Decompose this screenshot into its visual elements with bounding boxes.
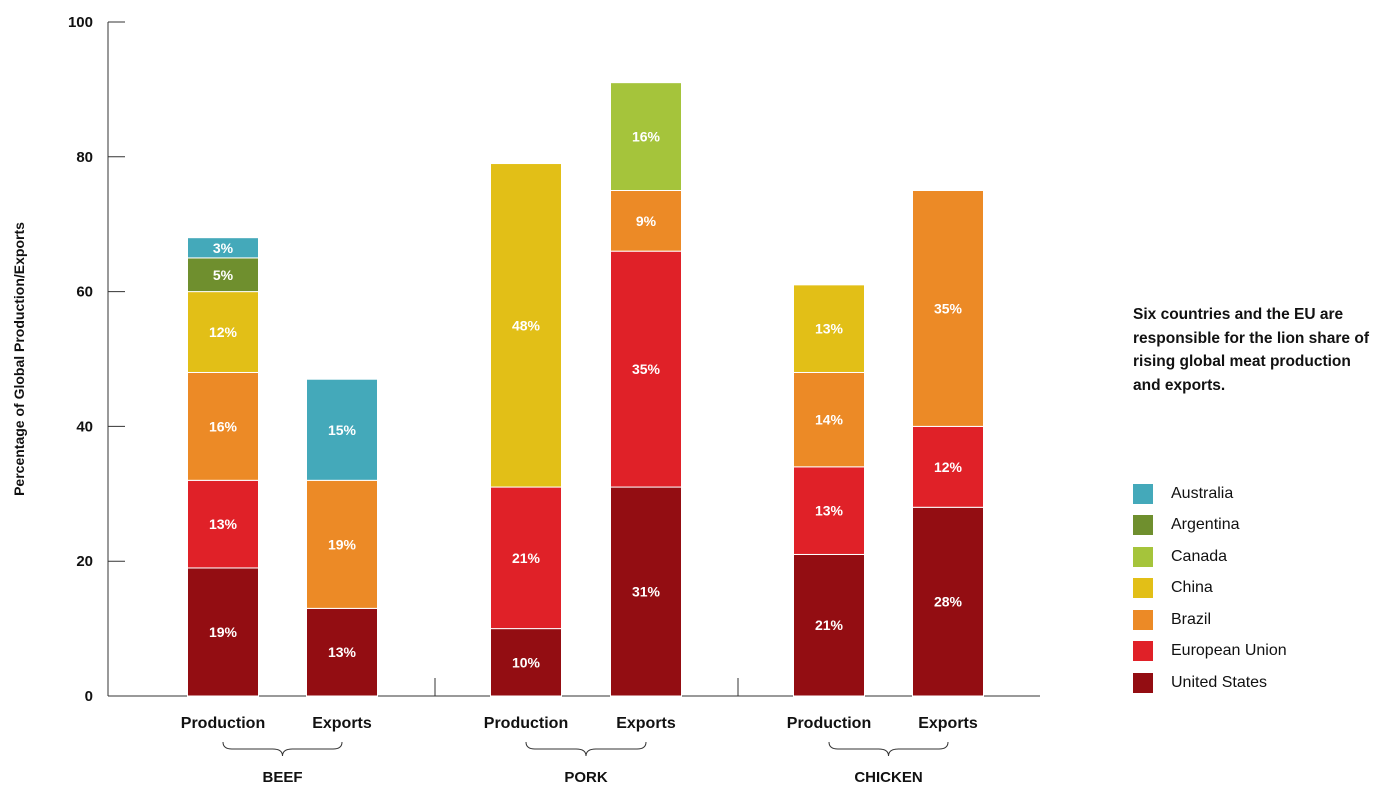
- legend-swatch-european-union: [1133, 641, 1153, 662]
- segment-label-pork-production-european-union: 21%: [512, 550, 541, 566]
- y-tick-label-80: 80: [76, 149, 93, 166]
- legend-swatch-united-states: [1133, 672, 1153, 693]
- bar-segment-chicken-exports-brazil: [912, 190, 984, 427]
- segment-label-chicken-exports-european-union: 12%: [934, 459, 963, 475]
- segment-label-pork-production-china: 48%: [512, 317, 541, 333]
- segment-label-pork-exports-united-states: 31%: [632, 584, 661, 600]
- bar-category-label-beef-exports: Exports: [312, 715, 372, 732]
- group-brace-beef: [222, 741, 343, 757]
- y-tick-label-40: 40: [76, 418, 93, 435]
- bar-segment-pork-exports-european-union: [610, 250, 682, 488]
- bar-segment-chicken-exports-united-states: [912, 506, 984, 697]
- legend-label-china: China: [1171, 579, 1213, 597]
- bar-segment-beef-production-australia: [187, 237, 259, 259]
- segment-label-beef-production-european-union: 13%: [209, 516, 238, 532]
- legend-label-argentina: Argentina: [1171, 516, 1240, 534]
- bar-category-label-chicken-production: Production: [787, 715, 871, 732]
- y-tick-label-20: 20: [76, 553, 93, 570]
- chart-note: Six countries and the EU are responsible…: [1133, 306, 1369, 394]
- legend-swatch-china: [1133, 578, 1153, 599]
- segment-label-pork-production-united-states: 10%: [512, 654, 541, 670]
- segment-label-chicken-exports-united-states: 28%: [934, 594, 963, 610]
- segment-label-beef-exports-brazil: 19%: [328, 536, 357, 552]
- bar-segment-pork-production-united-states: [490, 628, 562, 697]
- bar-segment-beef-production-european-union: [187, 479, 259, 569]
- y-tick-label-60: 60: [76, 284, 93, 301]
- bar-segment-pork-production-european-union: [490, 486, 562, 630]
- segment-label-chicken-production-china: 13%: [815, 321, 844, 337]
- segment-label-beef-production-argentina: 5%: [213, 267, 234, 283]
- bar-segment-beef-production-united-states: [187, 567, 259, 697]
- legend-swatch-brazil: [1133, 609, 1153, 630]
- segment-label-chicken-production-european-union: 13%: [815, 503, 844, 519]
- bar-segment-chicken-production-united-states: [793, 553, 865, 697]
- group-brace-pork: [525, 741, 647, 757]
- segment-label-chicken-exports-brazil: 35%: [934, 300, 963, 316]
- legend-swatch-canada: [1133, 546, 1153, 567]
- legend-item-canada: Canada: [1133, 541, 1287, 573]
- bar-category-label-chicken-exports: Exports: [918, 715, 978, 732]
- y-tick-label-100: 100: [68, 14, 93, 31]
- bar-segment-beef-production-brazil: [187, 371, 259, 481]
- segment-label-chicken-production-brazil: 14%: [815, 412, 844, 428]
- bar-segment-pork-exports-brazil: [610, 190, 682, 252]
- group-label-chicken: CHICKEN: [854, 769, 922, 786]
- segment-label-pork-exports-brazil: 9%: [636, 213, 657, 229]
- segment-label-beef-production-united-states: 19%: [209, 624, 238, 640]
- segment-label-beef-production-china: 12%: [209, 324, 238, 340]
- segment-label-beef-exports-united-states: 13%: [328, 644, 357, 660]
- bar-segment-beef-exports-brazil: [306, 479, 378, 609]
- bar-category-label-pork-production: Production: [484, 715, 568, 732]
- legend-item-united-states: United States: [1133, 667, 1287, 699]
- bar-category-label-beef-production: Production: [181, 715, 265, 732]
- segment-label-beef-production-australia: 3%: [213, 240, 234, 256]
- bar-segment-beef-exports-australia: [306, 378, 378, 481]
- legend-item-brazil: Brazil: [1133, 604, 1287, 636]
- bar-category-label-pork-exports: Exports: [616, 715, 676, 732]
- legend-label-australia: Australia: [1171, 484, 1234, 502]
- legend-item-european-union: European Union: [1133, 636, 1287, 668]
- bar-segment-beef-exports-united-states: [306, 607, 378, 697]
- bar-segment-chicken-production-china: [793, 284, 865, 373]
- group-brace-chicken: [828, 741, 949, 757]
- bar-segment-chicken-production-brazil: [793, 371, 865, 468]
- bar-segment-pork-exports-united-states: [610, 486, 682, 697]
- y-tick-label-0: 0: [85, 688, 93, 705]
- bar-segment-chicken-production-european-union: [793, 466, 865, 555]
- segment-label-beef-exports-australia: 15%: [328, 422, 357, 438]
- legend-swatch-australia: [1133, 483, 1153, 504]
- legend-label-canada: Canada: [1171, 547, 1228, 565]
- legend-item-china: China: [1133, 573, 1287, 605]
- segment-label-beef-production-brazil: 16%: [209, 418, 238, 434]
- group-label-beef: BEEF: [262, 769, 302, 786]
- legend: Australia Argentina Canada China Brazil …: [1133, 478, 1287, 699]
- legend-label-united-states: United States: [1171, 673, 1268, 691]
- legend-label-european-union: European Union: [1171, 642, 1287, 660]
- group-label-pork: PORK: [564, 769, 608, 786]
- legend-item-argentina: Argentina: [1133, 510, 1287, 542]
- segment-label-pork-exports-canada: 16%: [632, 129, 661, 145]
- y-axis-title: Percentage of Global Production/Exports: [11, 222, 27, 496]
- bar-segment-pork-production-china: [490, 163, 562, 488]
- legend-swatch-argentina: [1133, 515, 1153, 536]
- bar-segment-pork-exports-canada: [610, 82, 682, 191]
- bar-segment-beef-production-china: [187, 291, 259, 373]
- segment-label-chicken-production-united-states: 21%: [815, 617, 844, 633]
- bar-segment-chicken-exports-european-union: [912, 425, 984, 508]
- segment-label-pork-exports-european-union: 35%: [632, 361, 661, 377]
- bar-segment-beef-production-argentina: [187, 257, 259, 293]
- legend-label-brazil: Brazil: [1171, 610, 1212, 628]
- legend-item-australia: Australia: [1133, 478, 1287, 510]
